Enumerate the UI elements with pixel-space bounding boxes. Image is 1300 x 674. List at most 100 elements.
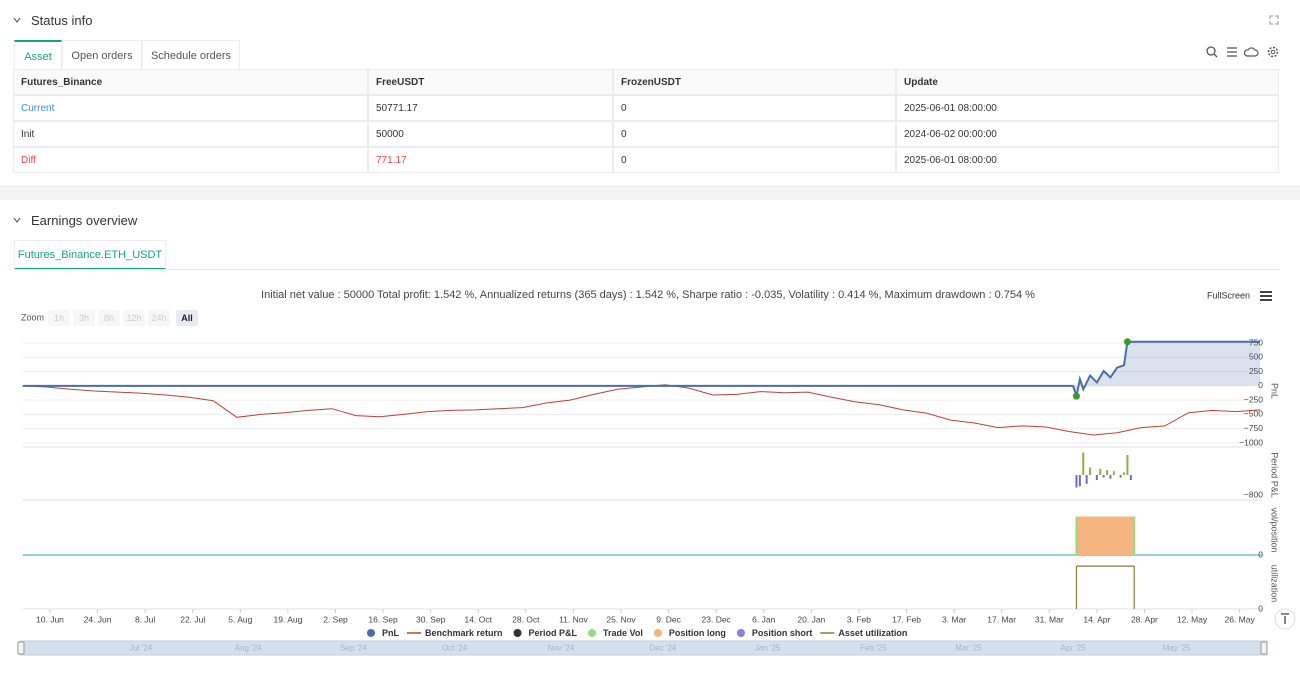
- bar: [1075, 516, 1078, 555]
- y-tick-label: −250: [1244, 394, 1263, 404]
- x-tick-label: 16. Sep: [368, 614, 398, 624]
- bar: [1102, 475, 1105, 478]
- position-band: [1076, 516, 1135, 555]
- bar: [1075, 475, 1078, 488]
- earnings-card: Earnings overview Futures_Binance.ETH_US…: [0, 200, 1300, 674]
- x-tick-label: 14. Oct: [465, 614, 493, 624]
- x-tick-label: 5. Aug: [228, 614, 252, 624]
- zoom-button[interactable]: [73, 310, 95, 326]
- section-title: Earnings overview: [31, 213, 138, 228]
- toolbar-icons[interactable]: [1205, 44, 1281, 60]
- navigator-handle[interactable]: [1260, 641, 1268, 655]
- legend-symbol: [653, 629, 662, 637]
- bar: [1129, 475, 1132, 480]
- tab[interactable]: Open orders: [62, 40, 142, 69]
- zoom-option[interactable]: 8h: [104, 313, 114, 323]
- extreme-marker: [1123, 338, 1131, 346]
- bar: [1123, 472, 1126, 475]
- table-cell: 2024-06-02 00:00:00: [896, 121, 1279, 147]
- bar: [1085, 475, 1088, 484]
- zoom-option[interactable]: 1h: [54, 313, 64, 323]
- bar: [1126, 455, 1129, 475]
- x-tick-label: 12. May: [1177, 614, 1208, 624]
- navigator-label: Dec '24: [649, 644, 676, 653]
- navigator-label: Aug '24: [235, 644, 262, 653]
- axis-title: utilization: [1270, 565, 1280, 603]
- fullscreen-button[interactable]: FullScreen: [1207, 290, 1250, 300]
- zoom-button[interactable]: [148, 310, 170, 326]
- tab[interactable]: Schedule orders: [142, 40, 240, 69]
- bar: [1109, 475, 1112, 479]
- y-tick-label: −1000: [1239, 437, 1263, 447]
- y-tick-label: 0: [1258, 603, 1263, 613]
- table-header-cell: FrozenUSDT: [613, 69, 896, 95]
- navigator-label: Feb '25: [860, 644, 887, 653]
- legend-label[interactable]: Asset utilization: [838, 628, 907, 638]
- bar: [1133, 516, 1136, 555]
- zoom-option[interactable]: 3h: [79, 313, 89, 323]
- y-tick-label: −800: [1244, 489, 1263, 499]
- navigator-label: Oct '24: [442, 644, 468, 653]
- legend-label[interactable]: Trade Vol: [603, 628, 643, 638]
- area-fill: [22, 341, 1260, 397]
- bar: [1106, 470, 1109, 475]
- zoom-button[interactable]: [48, 310, 70, 326]
- line: [22, 384, 1261, 436]
- x-tick-label: 17. Mar: [987, 614, 1016, 624]
- axis-title: Period P&L: [1270, 452, 1280, 498]
- table-cell: 50771.17: [368, 95, 613, 121]
- table-cell: 2025-06-01 08:00:00: [896, 95, 1279, 121]
- zoom-button[interactable]: [98, 310, 120, 326]
- x-tick-label: 19. Aug: [273, 614, 302, 624]
- table-cell: Current: [13, 95, 368, 121]
- legend-symbol: [736, 629, 745, 637]
- tab[interactable]: Asset: [14, 40, 62, 69]
- line: [22, 340, 1260, 400]
- x-tick-label: 26. May: [1224, 614, 1255, 624]
- x-tick-label: 3. Mar: [942, 614, 966, 624]
- y-tick-label: 0: [1258, 549, 1263, 559]
- y-tick-label: 250: [1249, 366, 1263, 376]
- zoom-option[interactable]: All: [181, 313, 193, 323]
- menu-icon[interactable]: [1260, 291, 1272, 301]
- x-tick-label: 11. Nov: [559, 614, 588, 624]
- x-tick-label: 24. Jun: [84, 614, 112, 624]
- table-header-cell: Futures_Binance: [13, 69, 368, 95]
- expand-icon[interactable]: [1268, 14, 1280, 26]
- navigator-label: Apr '25: [1061, 644, 1087, 653]
- bar: [1078, 475, 1081, 487]
- x-tick-label: 23. Dec: [702, 614, 732, 624]
- legend-label[interactable]: Position long: [669, 628, 726, 638]
- navigator-label: Mar '25: [955, 644, 982, 653]
- navigator-label: Jul '24: [129, 644, 152, 653]
- zoom-button[interactable]: [176, 310, 198, 326]
- table-header-cell: Update: [896, 69, 1279, 95]
- x-tick-label: 25. Nov: [606, 614, 636, 624]
- legend-label[interactable]: Period P&L: [529, 628, 578, 638]
- legend-label[interactable]: Benchmark return: [425, 628, 503, 638]
- legend-label[interactable]: Position short: [752, 628, 813, 638]
- legend-symbol: [588, 629, 597, 637]
- section-title: Status info: [31, 13, 93, 28]
- collapse-icon[interactable]: [12, 215, 22, 225]
- zoom-button[interactable]: [123, 310, 145, 326]
- legend-label[interactable]: PnL: [382, 628, 400, 638]
- y-tick-label: 500: [1249, 352, 1263, 362]
- navigator-handle[interactable]: [17, 641, 25, 655]
- navigator-label: Jan '25: [755, 644, 781, 653]
- table-cell: 50000: [368, 121, 613, 147]
- zoom-option[interactable]: 24h: [151, 313, 166, 323]
- y-tick-label: 0: [1258, 380, 1263, 390]
- navigator-label: May '25: [1163, 644, 1191, 653]
- table-cell: 0: [613, 147, 896, 173]
- x-tick-label: 28. Apr: [1131, 614, 1158, 624]
- collapse-icon[interactable]: [12, 15, 22, 25]
- table-cell: Diff: [13, 147, 368, 173]
- status-card: Status info Asset Open orders Schedule ord…: [0, 0, 1300, 185]
- zoom-label: Zoom: [21, 312, 44, 322]
- zoom-option[interactable]: 12h: [126, 313, 141, 323]
- x-tick-label: 30. Sep: [416, 614, 446, 624]
- tab[interactable]: Futures_Binance.ETH_USDT: [14, 240, 166, 270]
- x-tick-label: 8. Jul: [135, 614, 155, 624]
